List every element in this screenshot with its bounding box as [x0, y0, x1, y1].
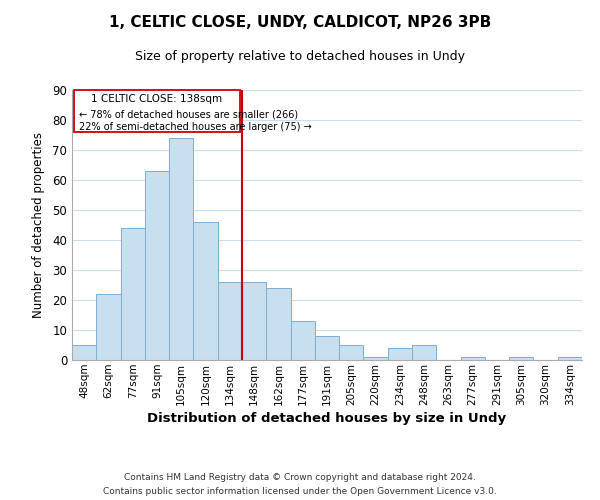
- Bar: [218, 282, 242, 360]
- Bar: [339, 345, 364, 360]
- Text: ← 78% of detached houses are smaller (266): ← 78% of detached houses are smaller (26…: [79, 110, 298, 120]
- FancyBboxPatch shape: [74, 90, 239, 132]
- Text: Contains public sector information licensed under the Open Government Licence v3: Contains public sector information licen…: [103, 488, 497, 496]
- Bar: [461, 357, 485, 360]
- Bar: [558, 357, 582, 360]
- Text: Contains HM Land Registry data © Crown copyright and database right 2024.: Contains HM Land Registry data © Crown c…: [124, 472, 476, 482]
- Bar: [290, 321, 315, 360]
- Bar: [96, 294, 121, 360]
- Text: 1 CELTIC CLOSE: 138sqm: 1 CELTIC CLOSE: 138sqm: [91, 94, 223, 104]
- Bar: [509, 357, 533, 360]
- Text: Size of property relative to detached houses in Undy: Size of property relative to detached ho…: [135, 50, 465, 63]
- Text: 1, CELTIC CLOSE, UNDY, CALDICOT, NP26 3PB: 1, CELTIC CLOSE, UNDY, CALDICOT, NP26 3P…: [109, 15, 491, 30]
- Bar: [145, 171, 169, 360]
- Bar: [72, 345, 96, 360]
- Bar: [388, 348, 412, 360]
- Bar: [121, 228, 145, 360]
- X-axis label: Distribution of detached houses by size in Undy: Distribution of detached houses by size …: [148, 412, 506, 425]
- Bar: [364, 357, 388, 360]
- Y-axis label: Number of detached properties: Number of detached properties: [32, 132, 46, 318]
- Bar: [169, 138, 193, 360]
- Bar: [193, 222, 218, 360]
- Bar: [315, 336, 339, 360]
- Bar: [412, 345, 436, 360]
- Bar: [242, 282, 266, 360]
- Bar: [266, 288, 290, 360]
- Text: 22% of semi-detached houses are larger (75) →: 22% of semi-detached houses are larger (…: [79, 122, 312, 132]
